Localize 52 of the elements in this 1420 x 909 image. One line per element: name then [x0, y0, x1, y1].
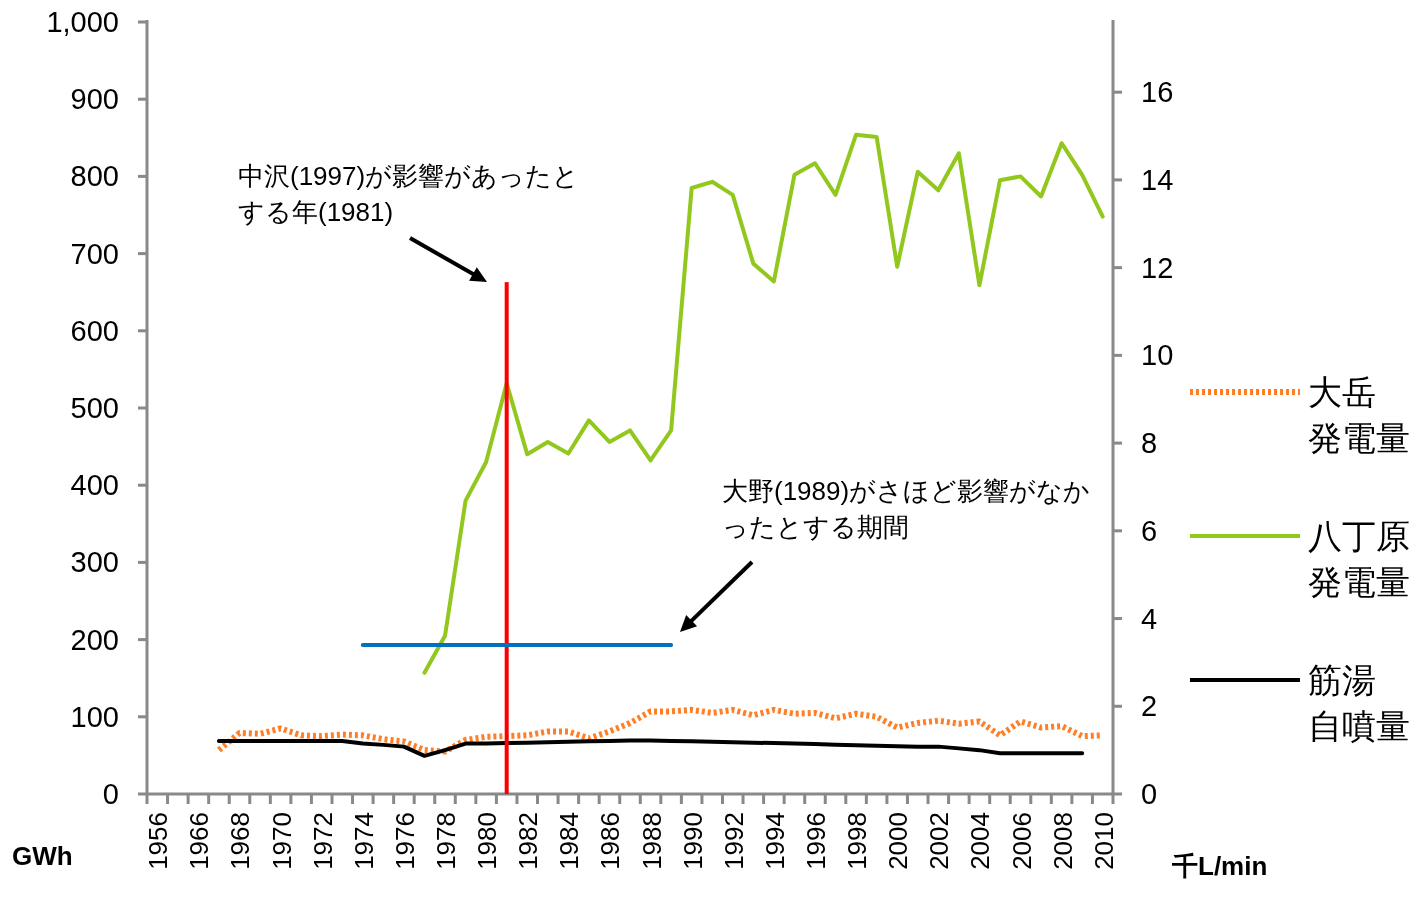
legend-label: 筋湯自噴量: [1308, 661, 1410, 745]
x-tick-label: 1982: [513, 812, 544, 870]
y-tick-label: 100: [70, 700, 119, 733]
line-series: [216, 738, 1085, 758]
x-tick-label: 1968: [225, 812, 256, 870]
y-tick-label: 1,000: [46, 6, 119, 38]
x-tick-label: 1972: [307, 812, 338, 870]
y2-axis-title: 千L/min: [1171, 851, 1268, 881]
x-tick-label: 1978: [431, 812, 462, 870]
x-tick-label: 1990: [677, 812, 708, 870]
y2-tick-label: 16: [1141, 76, 1174, 109]
y-tick-label: 800: [70, 160, 119, 193]
x-tick-label: 1984: [554, 812, 585, 870]
x-tick-label: 2008: [1047, 812, 1078, 870]
x-tick-label: 1998: [842, 812, 873, 870]
x-tick-label: 1956: [143, 812, 174, 870]
y-tick-label: 500: [70, 392, 119, 424]
x-tick-label: 1966: [184, 812, 215, 870]
y-tick-label: 300: [70, 546, 119, 579]
y-tick-label: 200: [70, 623, 119, 656]
x-tick-label: 1980: [472, 812, 503, 870]
annotation: 中沢(1997)が影響があったとする年(1981): [238, 161, 580, 227]
x-tick-label: 2006: [1006, 812, 1037, 870]
y-tick-label: 700: [70, 237, 119, 270]
x-tick-label: 1992: [718, 812, 749, 870]
y2-tick-label: 14: [1141, 163, 1174, 196]
legend-label: 大岳発電量: [1308, 373, 1410, 457]
x-tick-label: 2010: [1088, 812, 1119, 870]
y2-tick-label: 0: [1141, 778, 1158, 810]
y2-tick-label: 6: [1141, 514, 1158, 547]
x-tick-label: 1988: [636, 812, 667, 870]
x-tick-label: 1996: [800, 812, 831, 870]
y-tick-label: 900: [70, 83, 119, 116]
y2-tick-label: 8: [1141, 427, 1158, 460]
y2-tick-label: 10: [1141, 339, 1174, 372]
x-tick-label: 2004: [965, 812, 996, 870]
x-tick-label: 1976: [389, 812, 420, 870]
annotation: 大野(1989)がさほど影響がなかったとする期間: [722, 476, 1091, 542]
x-tick-label: 1986: [595, 812, 626, 870]
x-tick-label: 2002: [924, 812, 955, 870]
y-tick-label: 400: [70, 469, 119, 502]
y-tick-label: 0: [102, 778, 119, 810]
y2-tick-label: 12: [1141, 251, 1174, 284]
x-tick-label: 1994: [759, 812, 790, 870]
x-tick-label: 1974: [348, 812, 379, 870]
legend-label: 八丁原発電量: [1308, 517, 1410, 601]
y-axis-title: GWh: [12, 841, 73, 871]
y2-tick-label: 2: [1141, 690, 1158, 723]
x-tick-label: 1970: [266, 812, 297, 870]
y-tick-label: 600: [70, 314, 119, 347]
x-tick-label: 2000: [883, 812, 914, 870]
y2-tick-label: 4: [1141, 602, 1158, 635]
